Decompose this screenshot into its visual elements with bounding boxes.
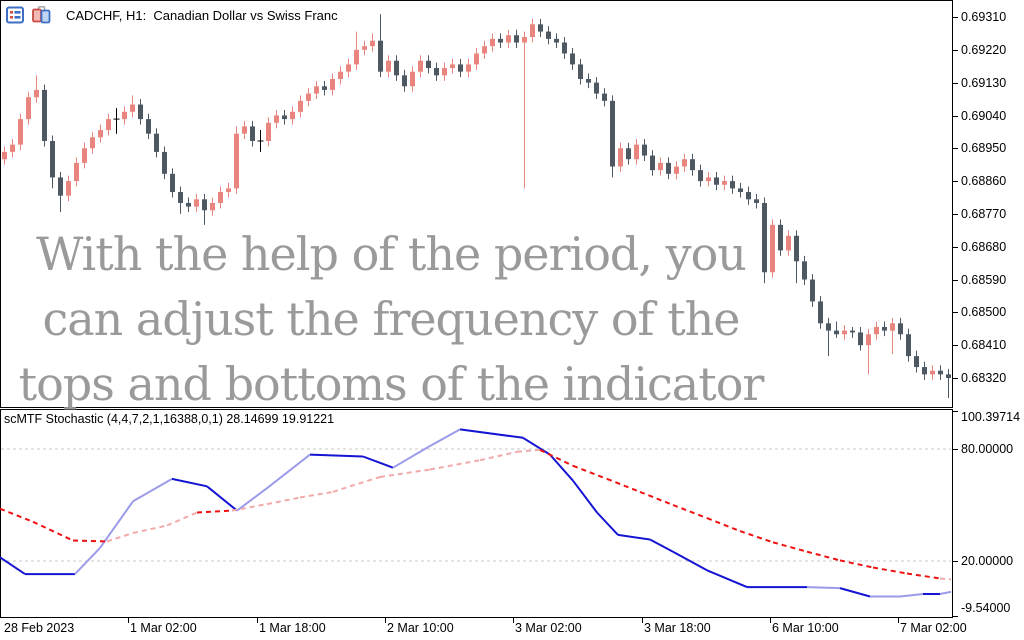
- price-tick: [953, 17, 958, 18]
- price-tick-label: 0.68680: [961, 239, 1007, 254]
- price-tick-label: 0.68410: [961, 338, 1007, 353]
- price-tick: [953, 49, 958, 51]
- price-tick: [953, 345, 958, 347]
- time-tick: [385, 618, 386, 623]
- price-chart-area[interactable]: [0, 0, 953, 408]
- indicator-tick: [953, 616, 958, 617]
- quotes-list-icon[interactable]: [6, 6, 25, 25]
- price-tick-label: 0.68590: [961, 272, 1007, 287]
- chart-title: CADCHF, H1: Canadian Dollar vs Swiss Fra…: [66, 7, 338, 23]
- chart-header: CADCHF, H1: Canadian Dollar vs Swiss Fra…: [6, 5, 338, 25]
- time-tick: [257, 618, 258, 623]
- time-tick: [642, 618, 643, 623]
- indicator-tick-label: -9.54000: [961, 601, 1011, 615]
- price-tick-label: 0.68320: [961, 371, 1007, 385]
- time-tick-label: 3 Mar 18:00: [644, 621, 711, 635]
- watermark-text: With the help of the period, you can adj…: [0, 222, 782, 417]
- price-tick: [953, 213, 958, 215]
- time-tick: [128, 618, 129, 623]
- stochastic-panel-area[interactable]: [0, 409, 953, 618]
- time-tick: [898, 618, 899, 623]
- time-tick-label: 2 Mar 10:00: [387, 621, 454, 635]
- time-tick-label: 1 Mar 02:00: [130, 621, 197, 635]
- time-tick-label: 3 Mar 02:00: [515, 621, 582, 635]
- time-tick-label: 6 Mar 10:00: [772, 621, 839, 635]
- watermark-line: With the help of the period, you: [36, 227, 747, 281]
- price-tick-label: 0.69130: [961, 75, 1007, 90]
- price-tick-label: 0.68860: [961, 174, 1007, 189]
- watermark-line: tops and bottoms of the indicator: [18, 357, 765, 411]
- price-tick: [953, 378, 958, 379]
- time-tick-label: 7 Mar 02:00: [900, 621, 967, 635]
- time-tick-label: 28 Feb 2023: [4, 621, 75, 635]
- price-tick-label: 0.69220: [961, 42, 1007, 57]
- stochastic-chart[interactable]: [0, 409, 953, 618]
- indicator-tick: [953, 561, 958, 562]
- time-tick: [770, 618, 771, 623]
- indicator-label: scMTF Stochastic (4,4,7,2,1,16388,0,1) 2…: [4, 412, 335, 426]
- time-tick-label: 1 Mar 18:00: [259, 621, 326, 635]
- watermark-line: can adjust the frequency of the: [42, 292, 740, 346]
- price-tick-label: 0.68500: [961, 305, 1007, 320]
- price-tick: [953, 279, 958, 281]
- price-tick-label: 0.69040: [961, 108, 1007, 123]
- indicator-tick: [953, 411, 958, 412]
- price-tick-label: 0.69310: [961, 10, 1007, 24]
- indicator-tick: [953, 449, 958, 450]
- price-tick: [953, 181, 958, 183]
- price-tick-label: 0.68950: [961, 141, 1007, 156]
- price-tick-label: 0.68770: [961, 206, 1007, 221]
- indicator-tick-label: 80.00000: [961, 442, 1014, 456]
- price-tick: [953, 82, 958, 84]
- indicator-tick-label: 100.39714: [961, 410, 1021, 424]
- chart-windows-icon[interactable]: [32, 5, 51, 25]
- price-tick: [953, 115, 958, 117]
- candlestick-chart[interactable]: [0, 0, 953, 408]
- price-tick: [953, 148, 958, 150]
- indicator-tick-label: 20.00000: [961, 554, 1014, 568]
- price-tick: [953, 246, 958, 248]
- price-tick: [953, 312, 958, 314]
- time-tick: [513, 618, 514, 623]
